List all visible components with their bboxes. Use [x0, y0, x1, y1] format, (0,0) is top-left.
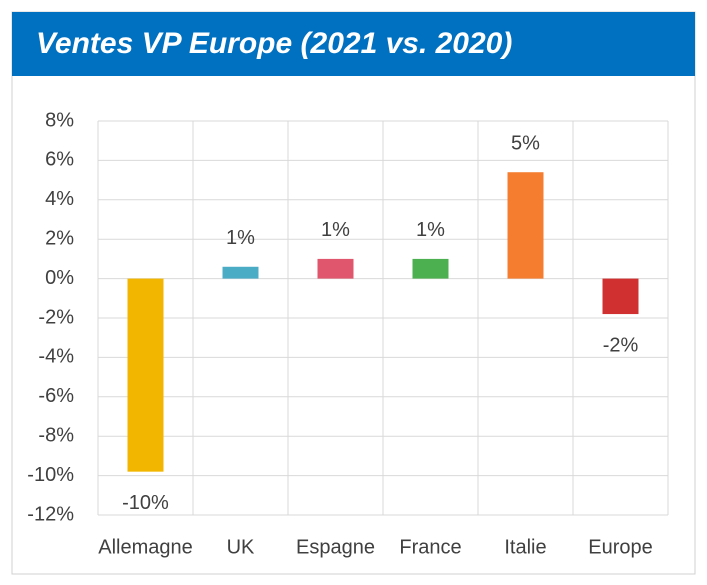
value-label: 1% — [226, 227, 255, 249]
value-label: 1% — [416, 219, 445, 241]
bar — [317, 258, 354, 279]
y-tick-label: 8% — [45, 109, 74, 131]
bar — [412, 258, 449, 279]
x-tick-label: Europe — [588, 536, 653, 558]
bar — [507, 172, 544, 279]
x-tick-label: Italie — [504, 536, 546, 558]
bar — [127, 278, 164, 472]
header — [12, 12, 695, 76]
value-label: -10% — [122, 492, 169, 514]
bar — [222, 266, 259, 279]
x-tick-label: Allemagne — [98, 536, 193, 558]
x-tick-label: UK — [227, 536, 255, 558]
y-tick-label: 0% — [45, 267, 74, 289]
y-tick-label: -4% — [38, 346, 74, 368]
bar — [602, 278, 639, 315]
x-tick-label: France — [399, 536, 461, 558]
y-tick-label: -10% — [27, 464, 74, 486]
value-label: 1% — [321, 219, 350, 241]
x-tick-label: Espagne — [296, 536, 375, 558]
y-tick-label: -2% — [38, 306, 74, 328]
y-tick-label: -8% — [38, 424, 74, 446]
chart-title: Ventes VP Europe (2021 vs. 2020) — [36, 27, 512, 60]
y-tick-label: -12% — [27, 503, 74, 525]
frame — [11, 11, 696, 575]
y-tick-label: -6% — [38, 385, 74, 407]
value-label: -2% — [603, 334, 639, 356]
y-tick-label: 2% — [45, 227, 74, 249]
y-tick-label: 4% — [45, 188, 74, 210]
y-tick-label: 6% — [45, 149, 74, 171]
value-label: 5% — [511, 133, 540, 155]
